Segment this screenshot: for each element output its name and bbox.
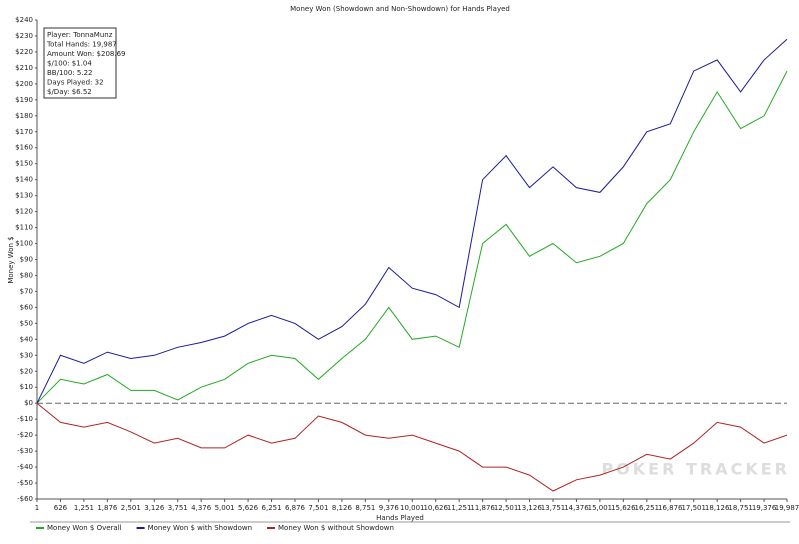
x-tick-label: 2,501 [121, 504, 141, 512]
y-tick-label: $180 [15, 112, 33, 120]
x-tick-label: 16,876 [658, 504, 683, 512]
series-line [36, 402, 788, 492]
y-tick-label: $130 [15, 192, 33, 200]
x-tick-label: 9,376 [379, 504, 400, 512]
x-tick-label: 11,876 [470, 504, 495, 512]
x-tick-label: 15,001 [588, 504, 613, 512]
y-tick-label: $200 [15, 80, 33, 88]
x-tick-label: 10,626 [423, 504, 448, 512]
stats-line: Player: TonnaMunz [47, 31, 113, 39]
y-tick-label: $110 [15, 224, 33, 232]
y-tick-label: $140 [15, 176, 33, 184]
x-tick-label: 15,626 [611, 504, 636, 512]
x-tick-label: 17,501 [681, 504, 706, 512]
stats-line: Total Hands: 19,987 [46, 41, 117, 49]
y-tick-label: $70 [20, 287, 33, 295]
x-tick-label: 10,001 [400, 504, 425, 512]
watermark: POKER TRACKER [601, 460, 790, 479]
y-tick-label: $50 [20, 319, 33, 327]
y-tick-label: $30 [20, 351, 33, 359]
y-tick-label: $90 [20, 256, 33, 264]
x-tick-label: 6,876 [285, 504, 306, 512]
y-tick-label: $190 [15, 96, 33, 104]
x-tick-label: 19,987 [775, 504, 799, 512]
y-tick-label: $240 [15, 16, 33, 24]
x-tick-label: 18,126 [705, 504, 730, 512]
y-tick-label: $0 [24, 399, 33, 407]
x-tick-label: 12,501 [494, 504, 519, 512]
y-tick-label: $60 [20, 303, 33, 311]
chart-title: Money Won (Showdown and Non-Showdown) fo… [290, 5, 510, 13]
stats-line: Amount Won: $208.69 [47, 50, 126, 58]
legend-label: Money Won $ with Showdown [148, 524, 252, 532]
y-tick-label: $80 [20, 271, 33, 279]
y-tick-label: -$60 [17, 495, 33, 503]
y-tick-label: $150 [15, 160, 33, 168]
y-tick-label: $230 [15, 32, 33, 40]
x-tick-label: 5,001 [215, 504, 235, 512]
y-tick-label: -$30 [17, 447, 33, 455]
x-tick-label: 1 [35, 504, 39, 512]
stats-line: BB/100: 5.22 [47, 69, 93, 77]
y-tick-label: $160 [15, 144, 33, 152]
y-tick-label: -$20 [17, 431, 33, 439]
y-tick-label: $20 [20, 367, 33, 375]
stats-line: $/100: $1.04 [47, 60, 92, 68]
stats-line: Days Played: 32 [47, 79, 104, 87]
x-tick-label: 13,751 [541, 504, 566, 512]
series-line [36, 70, 788, 404]
y-tick-label: $10 [20, 383, 33, 391]
x-tick-label: 19,376 [752, 504, 777, 512]
x-tick-label: 5,626 [238, 504, 259, 512]
y-tick-label: -$50 [17, 479, 33, 487]
x-tick-label: 8,751 [355, 504, 375, 512]
x-tick-label: 3,751 [168, 504, 188, 512]
series-line [36, 38, 788, 404]
x-tick-label: 13,126 [517, 504, 542, 512]
x-tick-label: 16,251 [635, 504, 660, 512]
x-tick-label: 3,126 [144, 504, 165, 512]
x-tick-label: 4,376 [191, 504, 212, 512]
y-tick-label: -$40 [17, 463, 33, 471]
y-axis-label: Money Won $ [7, 236, 15, 283]
y-tick-label: $210 [15, 64, 33, 72]
stats-box [43, 27, 117, 99]
x-tick-label: 1,876 [97, 504, 118, 512]
x-tick-label: 1,251 [74, 504, 94, 512]
x-tick-label: 18,751 [728, 504, 753, 512]
legend-label: Money Won $ Overall [47, 524, 122, 532]
x-tick-label: 8,126 [332, 504, 353, 512]
x-tick-label: 6,251 [262, 504, 282, 512]
stats-line: $/Day: $6.52 [47, 88, 92, 96]
y-tick-label: $120 [15, 208, 33, 216]
y-tick-label: $170 [15, 128, 33, 136]
x-axis-label: Hands Played [376, 514, 424, 522]
x-tick-label: 7,501 [308, 504, 328, 512]
y-tick-label: $100 [15, 240, 33, 248]
x-tick-label: 14,376 [564, 504, 589, 512]
legend-label: Money Won $ without Showdown [278, 524, 394, 532]
x-tick-label: 626 [54, 504, 68, 512]
x-tick-label: 11,251 [447, 504, 472, 512]
y-tick-label: $40 [20, 335, 33, 343]
y-tick-label: $220 [15, 48, 33, 56]
y-tick-label: -$10 [17, 415, 33, 423]
